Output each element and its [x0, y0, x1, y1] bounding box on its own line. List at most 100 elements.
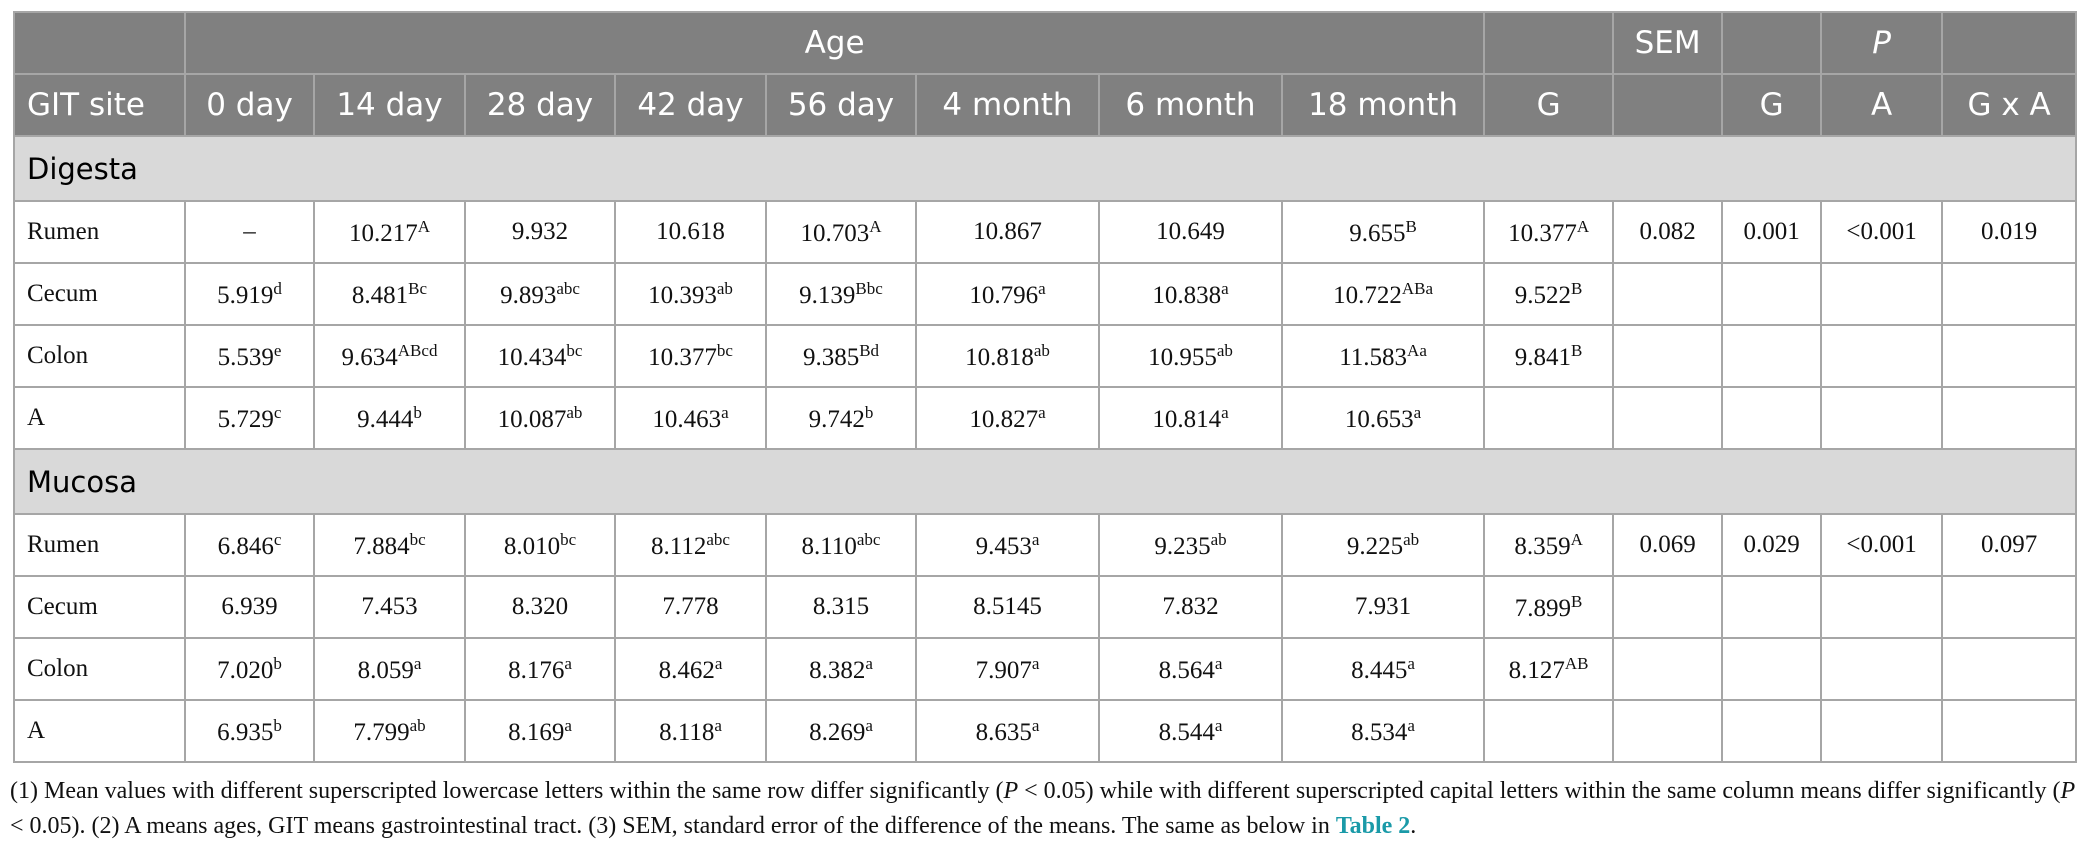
section-row: Digesta [12, 135, 2078, 202]
superscript: bc [566, 340, 583, 360]
value-cell [1483, 699, 1615, 763]
header-cell: 6 month [1098, 73, 1283, 137]
row-label: A [13, 386, 186, 450]
value-cell: 7.778 [614, 575, 767, 639]
superscript: d [273, 278, 282, 298]
value: 10.955 [1148, 343, 1217, 371]
value-cell: 10.463a [614, 386, 767, 450]
superscript: bc [409, 529, 426, 549]
superscript: c [273, 529, 282, 549]
value-cell: 7.884bc [313, 513, 466, 577]
value-cell: 0.029 [1721, 513, 1823, 577]
value-cell: 10.814a [1098, 386, 1283, 450]
value: 9.634 [341, 343, 398, 371]
superscript: Bc [408, 278, 428, 298]
value: 9.444 [357, 405, 414, 433]
superscript: a [1031, 653, 1040, 673]
row-label: Cecum [13, 262, 186, 326]
superscript: a [564, 715, 572, 735]
superscript: Bd [859, 340, 880, 360]
value: 11.583 [1339, 343, 1408, 371]
value-cell: 10.703A [765, 200, 917, 264]
value-cell: 7.931 [1280, 575, 1486, 639]
value-cell: 7.799ab [313, 699, 466, 763]
value-cell: 0.082 [1612, 200, 1724, 264]
superscript: AB [1564, 653, 1589, 673]
value-cell [1612, 699, 1724, 763]
value-cell: – [184, 200, 315, 264]
value-cell: 11.583Aa [1280, 324, 1486, 388]
value: 8.462 [658, 656, 715, 684]
superscript: b [413, 402, 422, 422]
value: 8.544 [1158, 718, 1215, 746]
superscript: b [864, 402, 874, 422]
superscript: a [1407, 653, 1415, 673]
value-cell: 10.087ab [464, 386, 616, 450]
value-cell: 8.564a [1098, 637, 1283, 701]
value-cell [1820, 699, 1944, 763]
value-cell: 8.544a [1098, 699, 1283, 763]
header-cell: G x A [1941, 73, 2078, 137]
table-link[interactable]: Table 2 [1335, 813, 1411, 839]
data-row: Cecum 5.919d 8.481Bc 9.893abc 10.393ab 9.139B… [13, 262, 2078, 326]
value: 5.919 [217, 281, 274, 309]
header-cell [1721, 11, 1823, 75]
table-wrap: Age SEM P GIT site 0 day 14 day 28 day 42 da… [12, 11, 2078, 763]
value-cell: 10.838a [1098, 262, 1283, 326]
value-cell: 10.377A [1483, 200, 1615, 264]
header-cell [1612, 73, 1724, 137]
value: 5.539 [217, 343, 274, 371]
footnote-text: (1) Mean values with different superscri… [10, 778, 1004, 804]
header-cell: 14 day [313, 73, 466, 137]
value-cell: 0.019 [1941, 200, 2078, 264]
value: 10.814 [1152, 405, 1222, 433]
value: 10.393 [648, 281, 717, 309]
value: 9.453 [975, 532, 1032, 560]
value: 7.020 [217, 656, 274, 684]
value-cell: 6.846c [184, 513, 315, 577]
value-cell: 6.939 [184, 575, 315, 639]
superscript: ab [1403, 529, 1420, 549]
value: 10.463 [652, 405, 722, 433]
value-cell [1721, 324, 1823, 388]
value-cell: 10.955ab [1098, 324, 1283, 388]
value-cell: <0.001 [1820, 200, 1944, 264]
superscript: B [1571, 591, 1583, 611]
footnote: (1) Mean values with different superscri… [10, 774, 2080, 844]
data-row: A 5.729c 9.444b 10.087ab 10.463a 9.742b 10.827… [13, 386, 2078, 450]
value: 9.655 [1349, 219, 1406, 247]
header-cell: 56 day [765, 73, 917, 137]
data-row: Rumen 6.846c 7.884bc 8.010bc 8.112abc 8.110ab… [13, 513, 2078, 577]
value-cell [1612, 575, 1724, 639]
value-cell: 8.445a [1280, 637, 1486, 701]
value-cell: 10.393ab [614, 262, 767, 326]
value: 9.893 [500, 281, 557, 309]
value: 9.385 [802, 343, 860, 371]
superscript: B [1405, 216, 1417, 236]
superscript: a [865, 653, 873, 673]
value-cell [1941, 637, 2078, 701]
value-cell [1820, 637, 1944, 701]
value-cell [1612, 637, 1724, 701]
value: 7.899 [1514, 594, 1572, 622]
value-cell: 0.069 [1612, 513, 1724, 577]
value-cell: 8.534a [1280, 699, 1486, 763]
value-cell: 9.841B [1483, 324, 1615, 388]
value-cell: 5.539e [184, 324, 315, 388]
value-cell [1721, 262, 1823, 326]
value: 10.377 [648, 343, 717, 371]
value-cell: 7.453 [313, 575, 466, 639]
value-cell: 10.434bc [464, 324, 616, 388]
value-cell: 10.217A [313, 200, 466, 264]
superscript: abc [856, 529, 881, 549]
value: 9.139 [799, 281, 856, 309]
value: 7.884 [353, 532, 410, 560]
superscript: a [1221, 278, 1229, 298]
value: 8.564 [1158, 656, 1215, 684]
table-body: Digesta Rumen –10.217A 9.932 10.618 10.703A 10… [12, 135, 2078, 763]
value-cell: 8.118a [614, 699, 767, 763]
superscript: b [273, 715, 282, 735]
value-cell: 10.722ABa [1280, 262, 1486, 326]
value: 8.359 [1514, 532, 1571, 560]
superscript: ab [1033, 340, 1050, 360]
